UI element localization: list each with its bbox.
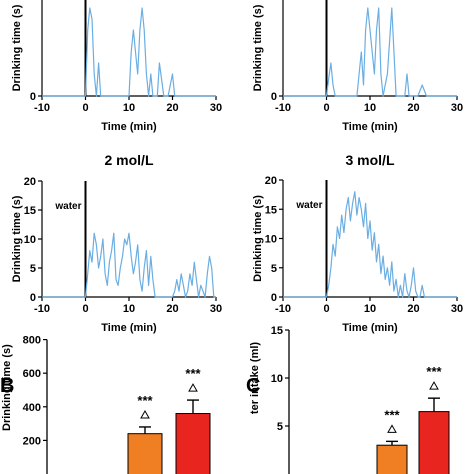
y-tick-label: 20 [265, 175, 277, 187]
y-tick-label: 5 [30, 263, 36, 275]
series-line [42, 7, 216, 97]
x-tick-label: -10 [34, 102, 50, 114]
y-axis-label: Drinking time (s) [252, 195, 264, 282]
y-tick-label: 0 [30, 91, 36, 103]
x-tick-label: 0 [323, 303, 329, 315]
y-tick-label: 20 [24, 176, 36, 188]
y-tick-label: 0 [30, 292, 36, 304]
bar [418, 411, 450, 474]
x-tick-label: 0 [82, 102, 88, 114]
data-point-marker [140, 409, 150, 419]
y-tick-label: 15 [271, 325, 283, 337]
x-tick-label: 0 [82, 303, 88, 315]
data-point-marker [188, 383, 198, 392]
y-axis-label: Drinking time (s) [11, 4, 23, 91]
x-tick-label: 10 [123, 303, 135, 315]
x-tick-label: 30 [210, 303, 222, 315]
y-tick-label: 600 [23, 368, 41, 380]
y-axis-label: Drinking time (s) [11, 195, 23, 282]
panel-label-c: C [246, 375, 260, 397]
y-tick-label: 15 [265, 204, 277, 216]
significance-marker: *** [384, 407, 400, 422]
significance-marker: *** [426, 364, 442, 379]
panel-title: 3 mol/L [345, 152, 394, 168]
series-line [42, 232, 216, 298]
x-tick-label: 10 [123, 102, 135, 114]
significance-marker: *** [185, 366, 201, 381]
y-tick-label: 0 [271, 91, 277, 103]
series-line [283, 7, 457, 97]
bar [175, 413, 211, 474]
x-axis-label: Time (min) [101, 322, 157, 334]
x-tick-label: 20 [166, 102, 178, 114]
bar [376, 444, 408, 474]
x-tick-label: 10 [364, 303, 376, 315]
y-axis-label: Drinking time (s) [1, 344, 13, 431]
series-line [283, 191, 457, 298]
y-tick-label: 800 [23, 335, 41, 347]
y-axis-label: ter intake (ml) [249, 342, 261, 414]
x-axis-label: Time (min) [101, 121, 157, 133]
x-tick-label: 20 [407, 303, 419, 315]
x-tick-label: 0 [323, 102, 329, 114]
x-tick-label: 20 [407, 102, 419, 114]
y-axis-label: Drinking time (s) [252, 4, 264, 91]
water-annotation: water [54, 201, 81, 212]
x-tick-label: 30 [451, 303, 463, 315]
water-annotation: water [295, 200, 322, 211]
x-tick-label: 30 [210, 102, 222, 114]
y-tick-label: 400 [23, 402, 41, 414]
bar [127, 433, 163, 474]
x-tick-label: -10 [275, 303, 291, 315]
bar-panel-water-intake: 5 10 15 ter intake (ml) *** *** [249, 325, 450, 474]
y-tick-label: 5 [277, 421, 283, 433]
significance-marker: *** [137, 393, 153, 408]
x-tick-label: -10 [34, 303, 50, 315]
y-tick-label: 0 [271, 292, 277, 304]
y-tick-label: 10 [265, 234, 277, 246]
y-tick-label: 5 [271, 263, 277, 275]
y-tick-label: 200 [23, 435, 41, 447]
x-tick-label: -10 [275, 102, 291, 114]
bar-panel-drinking-time: 200 400 600 800 Drinking time (s) *** *** [1, 335, 211, 474]
data-point-marker [429, 381, 439, 390]
y-tick-label: 10 [24, 234, 36, 246]
data-point-marker [387, 424, 397, 433]
x-tick-label: 10 [364, 102, 376, 114]
y-tick-label: 10 [271, 373, 283, 385]
x-tick-label: 20 [166, 303, 178, 315]
panel-label-b: B [0, 375, 14, 397]
x-axis-label: Time (min) [342, 121, 398, 133]
x-axis-label: Time (min) [342, 322, 398, 334]
x-tick-label: 30 [451, 102, 463, 114]
panel-title: 2 mol/L [104, 152, 153, 168]
y-tick-label: 15 [24, 205, 36, 217]
